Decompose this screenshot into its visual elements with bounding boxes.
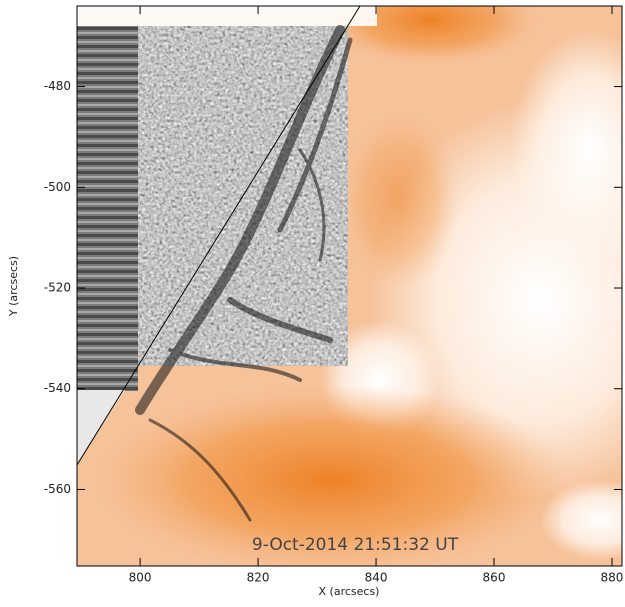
figure: 9-Oct-2014 21:51:32 UT X (arcsecs) Y (ar… — [0, 0, 625, 603]
y-axis-label: Y (arcsecs) — [7, 256, 20, 317]
x-tick-label: 820 — [247, 571, 270, 585]
x-tick-label: 840 — [365, 571, 388, 585]
y-tick-label: -560 — [44, 482, 71, 496]
x-tick-label: 860 — [483, 571, 506, 585]
x-tick-label: 800 — [129, 571, 152, 585]
solar-image — [77, 0, 625, 575]
x-tick-label: 880 — [601, 571, 624, 585]
y-tick-label: -520 — [44, 281, 71, 295]
y-tick-label: -500 — [44, 180, 71, 194]
y-tick-label: -480 — [44, 79, 71, 93]
x-axis-label: X (arcsecs) — [319, 585, 380, 598]
annotation: 9-Oct-2014 21:51:32 UT — [252, 535, 459, 555]
y-tick-label: -540 — [44, 381, 71, 395]
